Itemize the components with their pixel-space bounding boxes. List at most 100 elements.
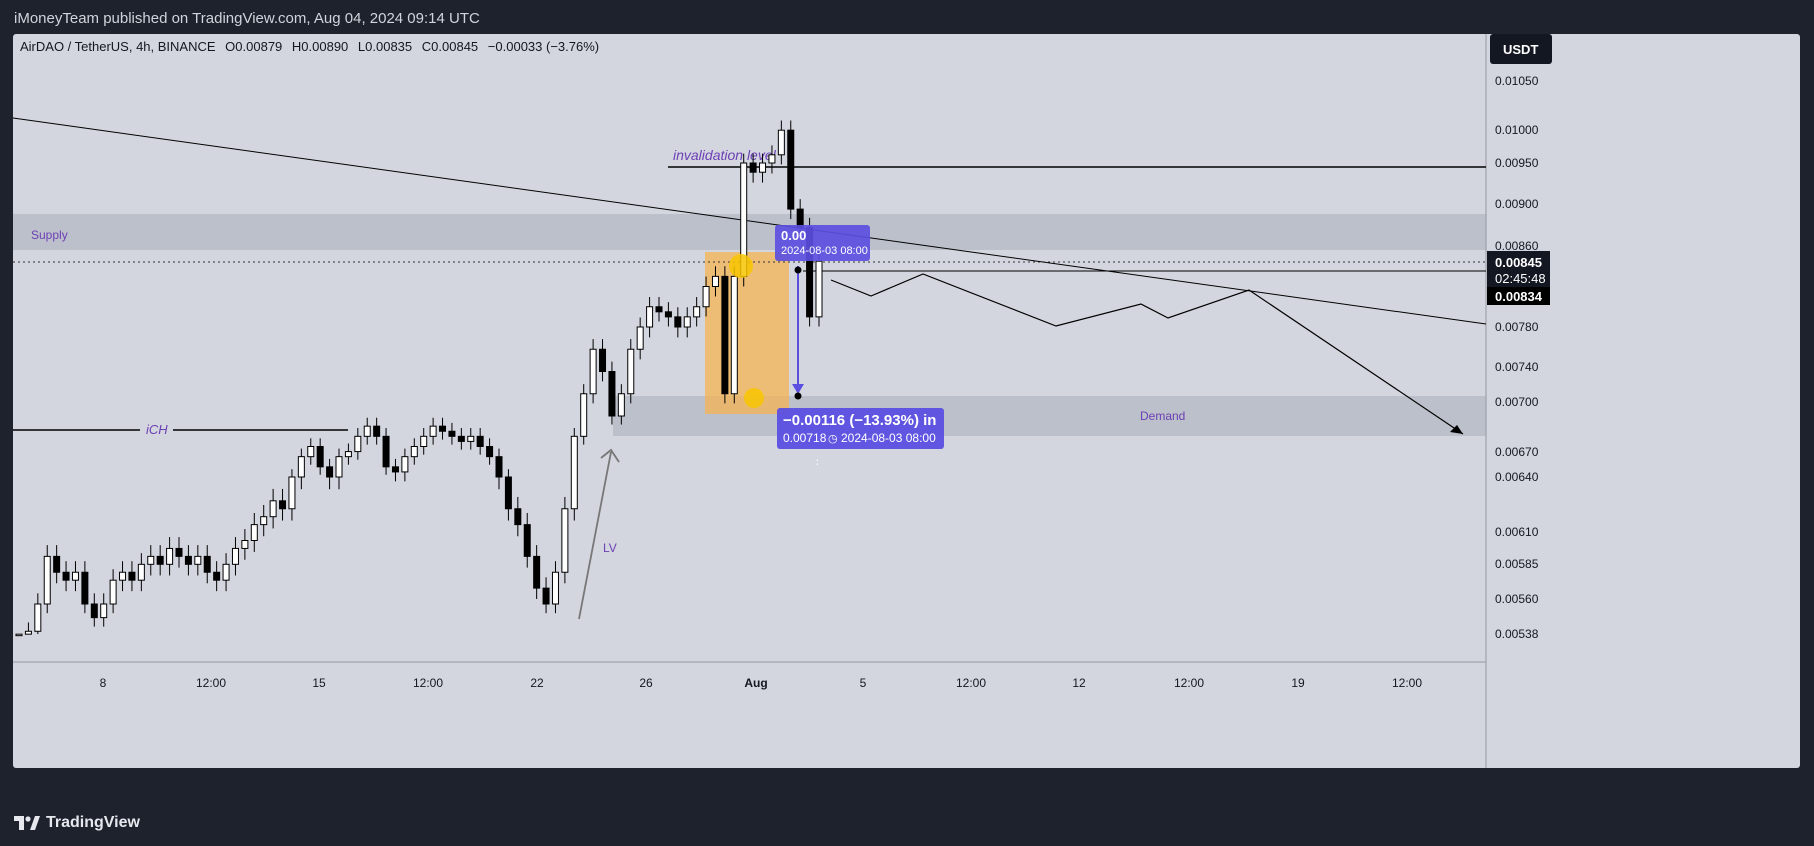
candle[interactable] (166, 547, 174, 565)
candle[interactable] (269, 500, 277, 518)
candle[interactable] (241, 540, 249, 549)
candle[interactable] (15, 633, 23, 637)
candle[interactable] (636, 326, 644, 350)
candle[interactable] (34, 603, 42, 632)
candle[interactable] (62, 571, 70, 581)
candle[interactable] (787, 129, 795, 210)
candle[interactable] (730, 275, 738, 395)
candle[interactable] (137, 563, 145, 581)
descending-trendline[interactable] (13, 117, 1487, 325)
candle[interactable] (100, 603, 108, 619)
candle[interactable] (759, 162, 767, 173)
candle[interactable] (617, 393, 625, 417)
candles[interactable] (15, 120, 823, 637)
candle[interactable] (561, 508, 569, 573)
projected-path[interactable] (830, 273, 1464, 435)
candle[interactable] (523, 524, 531, 557)
chart-panel[interactable]: invalidation level iCH LV Supply Demand … (13, 34, 1800, 768)
supply-zone[interactable] (13, 214, 1486, 250)
candle[interactable] (90, 603, 98, 619)
candle[interactable] (119, 571, 127, 581)
time-axis[interactable]: 8 12:00 15 12:00 22 26 Aug 5 12:00 12 12:00 19 12:00 (100, 676, 1423, 690)
candle[interactable] (448, 430, 456, 437)
candle[interactable] (646, 306, 654, 328)
candle[interactable] (514, 508, 522, 526)
candle[interactable] (476, 435, 484, 448)
candle[interactable] (335, 456, 343, 478)
candle[interactable] (570, 435, 578, 510)
candle[interactable] (24, 630, 32, 635)
candle[interactable] (43, 555, 51, 605)
candle[interactable] (420, 435, 428, 448)
candle[interactable] (260, 516, 268, 526)
candle[interactable] (655, 306, 663, 313)
candle[interactable] (109, 579, 117, 605)
candle[interactable] (288, 476, 296, 510)
time-tick-label: 5 (860, 676, 867, 690)
candle[interactable] (796, 208, 804, 229)
price-axis[interactable]: 0.01050 0.01000 0.00950 0.00900 0.00860 0.008… (1495, 74, 1539, 641)
candle[interactable] (410, 446, 418, 458)
candle[interactable] (815, 260, 823, 318)
measure-top-box[interactable] (775, 225, 870, 261)
candle[interactable] (467, 435, 475, 442)
candle[interactable] (589, 348, 597, 395)
candle[interactable] (194, 555, 202, 565)
candle[interactable] (184, 555, 192, 565)
candle[interactable] (354, 435, 362, 453)
footer[interactable]: TradingView (14, 814, 140, 832)
candle[interactable] (391, 466, 399, 473)
candle[interactable] (297, 456, 305, 478)
candle[interactable] (599, 348, 607, 372)
candle[interactable] (401, 456, 409, 473)
candle[interactable] (486, 446, 494, 458)
candle[interactable] (674, 316, 682, 328)
candle[interactable] (439, 425, 447, 432)
candle[interactable] (683, 316, 691, 328)
candle[interactable] (71, 571, 79, 581)
candle[interactable] (128, 571, 136, 581)
candle[interactable] (457, 435, 465, 442)
candle[interactable] (373, 425, 381, 437)
order-block-box[interactable] (705, 252, 789, 414)
candle[interactable] (213, 571, 221, 581)
time-tick-label: 15 (312, 676, 326, 690)
candle[interactable] (156, 555, 164, 565)
candle[interactable] (580, 393, 588, 437)
candle[interactable] (777, 129, 785, 156)
candle[interactable] (175, 547, 183, 557)
candle[interactable] (664, 311, 672, 318)
candle[interactable] (203, 555, 211, 573)
candle[interactable] (222, 563, 230, 581)
candle[interactable] (363, 425, 371, 437)
candle[interactable] (81, 571, 89, 605)
candle[interactable] (721, 275, 729, 395)
candle[interactable] (429, 425, 437, 437)
candle[interactable] (279, 500, 287, 510)
candle[interactable] (495, 456, 503, 478)
candle[interactable] (711, 275, 719, 287)
currency-button[interactable] (1490, 34, 1552, 64)
candle[interactable] (231, 547, 239, 565)
candle[interactable] (702, 286, 710, 308)
candle[interactable] (768, 154, 776, 164)
candle[interactable] (749, 162, 757, 173)
candle[interactable] (250, 524, 258, 541)
candle[interactable] (627, 348, 635, 395)
candle[interactable] (307, 446, 315, 458)
candle[interactable] (316, 446, 324, 468)
candle[interactable] (533, 555, 541, 589)
candle[interactable] (344, 451, 352, 458)
measure-main-box[interactable] (777, 408, 944, 449)
candle[interactable] (382, 435, 390, 468)
candle[interactable] (326, 466, 334, 478)
candle[interactable] (608, 371, 616, 417)
candle[interactable] (551, 571, 559, 605)
candle[interactable] (504, 476, 512, 510)
price-chart[interactable]: invalidation level iCH LV Supply Demand … (13, 34, 1800, 768)
candle[interactable] (147, 555, 155, 565)
candle[interactable] (693, 306, 701, 318)
candle[interactable] (53, 555, 61, 573)
candle[interactable] (542, 587, 550, 605)
lv-arrow[interactable] (578, 451, 612, 620)
